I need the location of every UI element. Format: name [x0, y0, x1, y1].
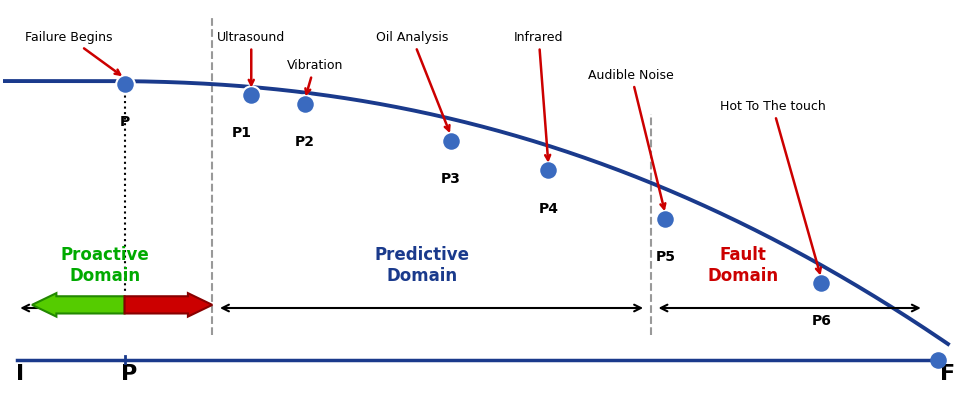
Point: [658, 216, 673, 222]
Text: Vibration: Vibration: [286, 59, 343, 94]
Text: P2: P2: [295, 135, 315, 149]
Text: P: P: [120, 116, 129, 130]
Text: P5: P5: [656, 250, 675, 264]
Text: P6: P6: [811, 314, 831, 328]
Text: Audible Noise: Audible Noise: [588, 68, 674, 209]
Point: [443, 137, 459, 144]
Text: Predictive
Domain: Predictive Domain: [374, 246, 469, 285]
Text: Proactive
Domain: Proactive Domain: [61, 246, 150, 285]
Text: F: F: [941, 364, 956, 384]
Text: Failure Begins: Failure Begins: [25, 31, 121, 75]
FancyArrow shape: [32, 293, 124, 317]
Text: P1: P1: [231, 126, 252, 140]
FancyArrow shape: [124, 293, 213, 317]
Text: P3: P3: [441, 172, 461, 186]
Text: P4: P4: [538, 202, 559, 216]
Point: [813, 280, 829, 286]
Text: P: P: [122, 364, 137, 384]
Text: Infrared: Infrared: [514, 31, 563, 160]
Text: Oil Analysis: Oil Analysis: [376, 31, 450, 131]
Point: [297, 100, 313, 107]
Point: [117, 81, 132, 87]
Text: Ultrasound: Ultrasound: [218, 31, 285, 85]
Point: [541, 167, 557, 174]
Text: Hot To The touch: Hot To The touch: [719, 100, 825, 273]
Point: [243, 92, 259, 98]
Text: Fault
Domain: Fault Domain: [708, 246, 779, 285]
Text: I: I: [17, 364, 24, 384]
Point: [930, 356, 946, 363]
